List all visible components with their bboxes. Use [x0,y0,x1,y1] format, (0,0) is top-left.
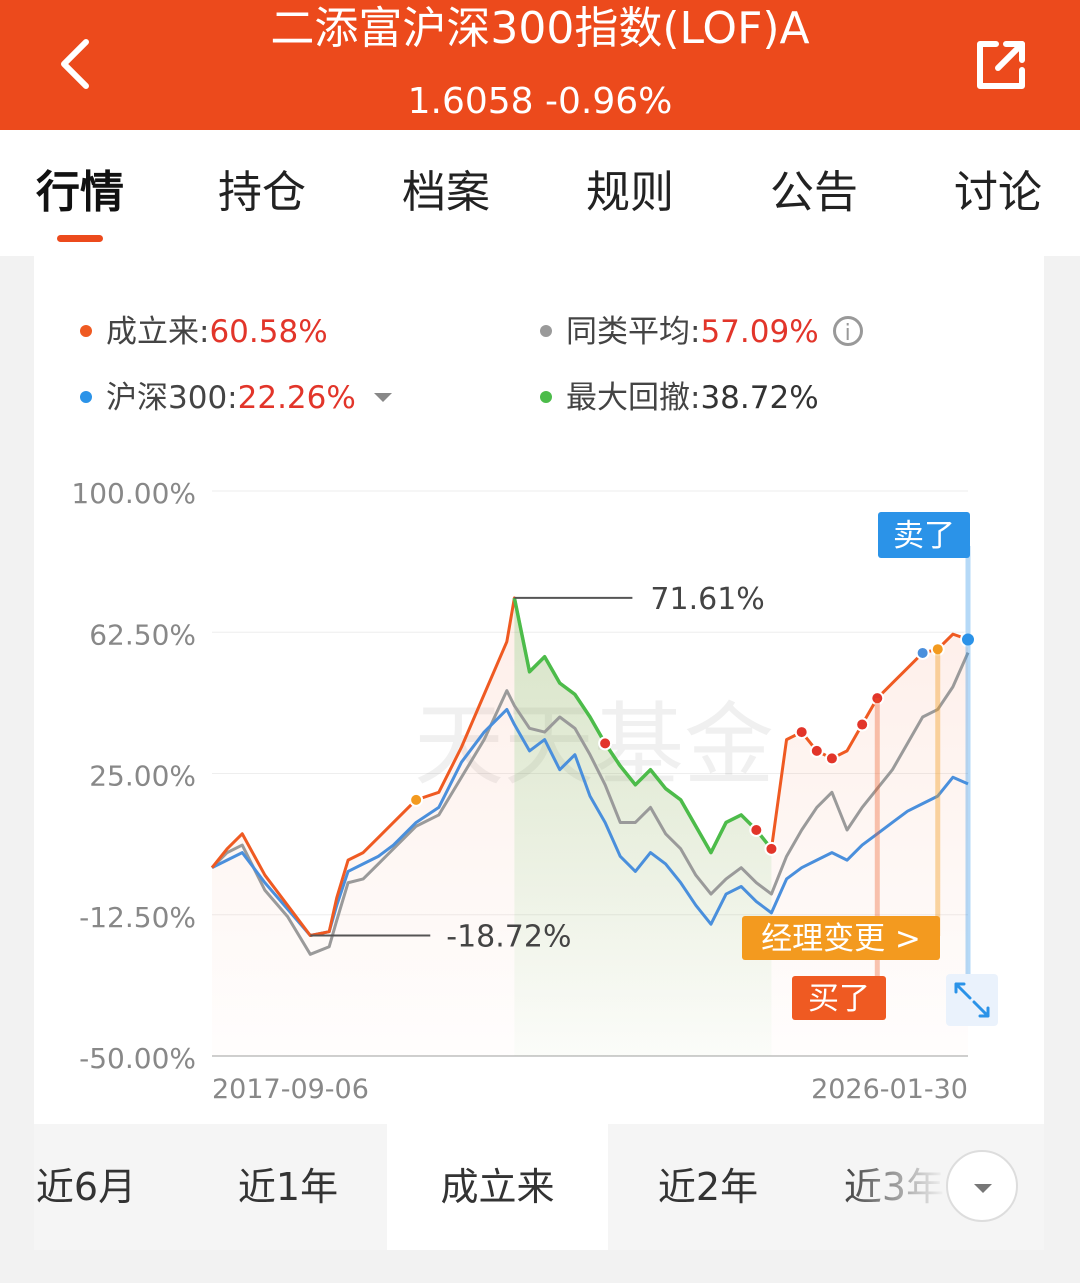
manager-change-badge[interactable] [742,916,940,960]
range-since-inception[interactable]: 成立来 [387,1124,608,1250]
y-tick-label: 25.00% [89,760,196,793]
tab-bar: 行情 持仓 档案 规则 公告 讨论 [0,130,1080,256]
tab-profile[interactable]: 档案 [402,167,490,218]
legend-hs300[interactable]: 沪深300:22.26% [80,378,392,418]
legend-dot-drawdown [540,390,552,403]
max-value-label: 71.61% [650,582,764,617]
fund-price: 1.6058 [407,81,534,122]
share-button[interactable] [966,30,1036,100]
app-header: 二添富沪深300指数(LOF)A 1.6058 -0.96% [0,0,1080,130]
legend-dot-peer [540,324,552,337]
legend-label: 成立来: [106,314,210,350]
drawdown-area [514,597,772,1056]
range-6m[interactable]: 近6月 [35,1165,137,1209]
buy-badge[interactable] [792,976,886,1020]
buy-marker[interactable] [855,717,870,732]
bottom-spacer [0,1250,1080,1283]
y-tick-label: 100.00% [71,477,196,510]
info-icon[interactable]: i [832,315,863,346]
current-point-marker [960,631,976,648]
manager-change-badge-label: 经理变更 > [761,921,921,957]
fund-title: 二添富沪深300指数(LOF)A [270,3,810,54]
active-tab-indicator [57,235,103,242]
legend-peer-average: 同类平均:57.09% i [540,312,863,352]
min-value-label: -18.72% [446,919,571,954]
y-tick-label: 62.50% [89,618,196,651]
tab-holdings[interactable]: 持仓 [218,167,306,218]
buy-marker[interactable] [870,691,885,706]
chevron-down-icon [974,1184,992,1193]
hs300-line [211,707,969,937]
legend-dot-fund [80,324,92,337]
share-icon [977,41,1025,89]
legend-value: 60.58% [209,314,328,350]
fund-price-line: 1.6058 -0.96% [140,80,940,124]
tab-market[interactable]: 行情 [36,167,124,218]
chevron-left-icon [61,39,89,89]
performance-chart[interactable]: 100.00% 62.50% 25.00% -12.50% -50.00% 2017-09… [34,256,1044,1126]
tab-rules[interactable]: 规则 [586,167,674,218]
x-start-label: 2017-09-06 [212,1074,369,1105]
y-tick-label: -50.00% [79,1042,196,1075]
range-2y[interactable]: 近2年 [657,1165,759,1209]
back-button[interactable] [40,28,110,98]
legend-value: 22.26% [237,380,356,416]
buy-marker[interactable] [809,743,824,758]
peer-average-line [210,652,970,956]
legend-max-drawdown: 最大回撤:38.72% [540,378,819,418]
sell-badge-label: 卖了 [893,518,955,554]
fund-change: -0.96% [545,81,673,122]
buy-marker[interactable] [794,725,809,740]
legend-label: 同类平均: [566,314,701,350]
expand-icon [954,982,990,1018]
legend-label: 最大回撤: [566,380,701,416]
more-ranges-button[interactable] [946,1150,1018,1222]
x-end-label: 2026-01-30 [811,1074,968,1105]
buy-marker[interactable] [598,736,613,751]
y-tick-label: -12.50% [79,901,196,934]
buy-marker[interactable] [749,823,764,837]
legend-value: 38.72% [700,380,819,416]
max-drawdown-line [512,597,773,855]
buy-marker[interactable] [824,751,839,766]
caret-down-icon[interactable] [373,393,392,402]
sell-badge[interactable] [878,512,970,558]
buy-badge-label: 买了 [808,981,870,1017]
range-selector: 近6月 近1年 成立来 近2年 近3年 [34,1124,1044,1250]
range-3y[interactable]: 近3年 [843,1165,945,1209]
range-1y[interactable]: 近1年 [237,1165,339,1209]
manager-change-marker[interactable] [930,642,945,657]
tab-announcements[interactable]: 公告 [770,167,858,218]
buy-marker[interactable] [764,841,779,856]
sell-marker[interactable] [915,645,930,660]
legend-value: 57.09% [700,314,819,350]
legend-since-inception: 成立来:60.58% [80,312,328,352]
legend-dot-hs300 [80,390,92,403]
tab-discussion[interactable]: 讨论 [954,167,1042,218]
manager-change-marker[interactable] [409,792,424,807]
chart-card: 成立来:60.58% 同类平均:57.09% i 沪深300:22.26% 最大回… [34,256,1044,1251]
expand-button[interactable] [946,974,998,1026]
legend-label: 沪深300: [106,380,238,416]
